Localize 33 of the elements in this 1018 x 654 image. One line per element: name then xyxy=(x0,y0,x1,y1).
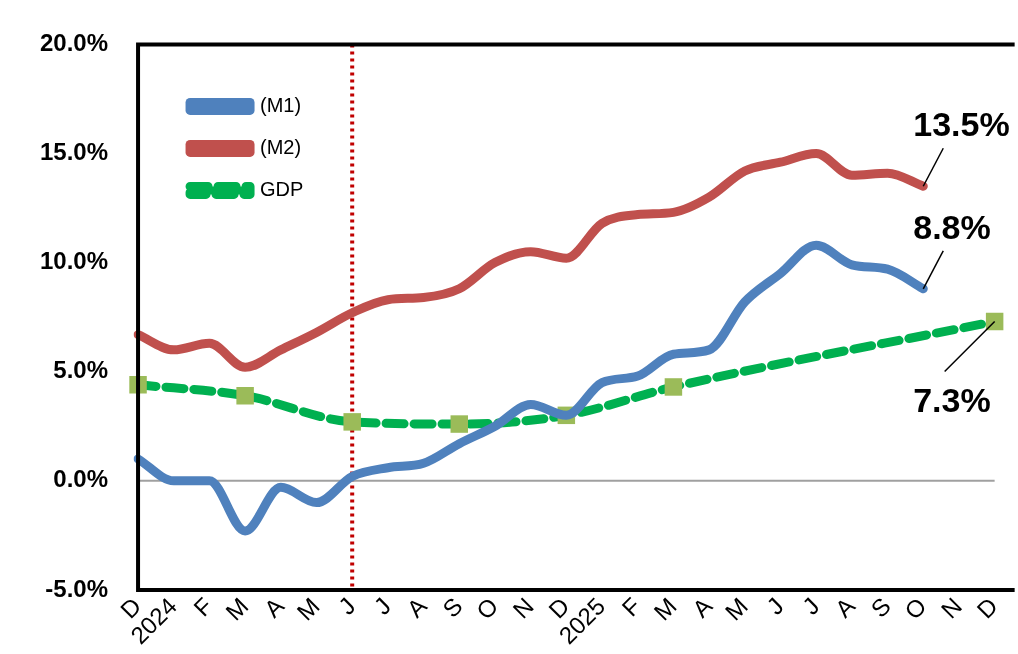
data-label: 7.3% xyxy=(913,380,991,419)
x-tick-label: D xyxy=(971,592,1003,624)
legend-label: (M1) xyxy=(260,93,302,116)
x-tick-label: N xyxy=(935,592,968,624)
x-tick-label: J xyxy=(368,592,397,620)
x-tick-label: M xyxy=(220,592,254,626)
x-tick-label: A xyxy=(401,592,432,623)
x-tick-label: N xyxy=(507,592,539,624)
y-tick-label: 5.0% xyxy=(53,356,109,384)
legend-label: GDP xyxy=(260,177,304,200)
x-tick-label: A xyxy=(829,592,861,623)
x-tick-label: S xyxy=(437,592,468,623)
y-tick-label: 0.0% xyxy=(53,465,109,493)
data-label: 13.5% xyxy=(913,105,1010,144)
y-tick-label: 20.0% xyxy=(39,29,109,57)
x-tick-label: J xyxy=(761,592,789,620)
x-tick-label: J xyxy=(332,592,361,620)
x-tick-label: F xyxy=(616,592,646,622)
x-tick-label: J xyxy=(796,592,825,620)
data-label: 8.8% xyxy=(913,207,991,246)
x-tick-label: M xyxy=(719,592,754,626)
x-tick-label: O xyxy=(899,592,932,625)
y-tick-label: 15.0% xyxy=(39,138,109,166)
x-tick-label: S xyxy=(865,592,896,623)
x-tick-label: M xyxy=(648,592,682,626)
legend-label: (M2) xyxy=(260,135,302,158)
y-tick-label: 10.0% xyxy=(39,247,109,275)
x-tick-label: F xyxy=(188,592,218,622)
x-tick-label: A xyxy=(258,592,290,623)
x-tick-label: O xyxy=(470,592,504,625)
y-tick-label: -5.0% xyxy=(45,574,109,602)
x-tick-label: M xyxy=(291,592,325,626)
x-tick-label: A xyxy=(686,592,718,623)
